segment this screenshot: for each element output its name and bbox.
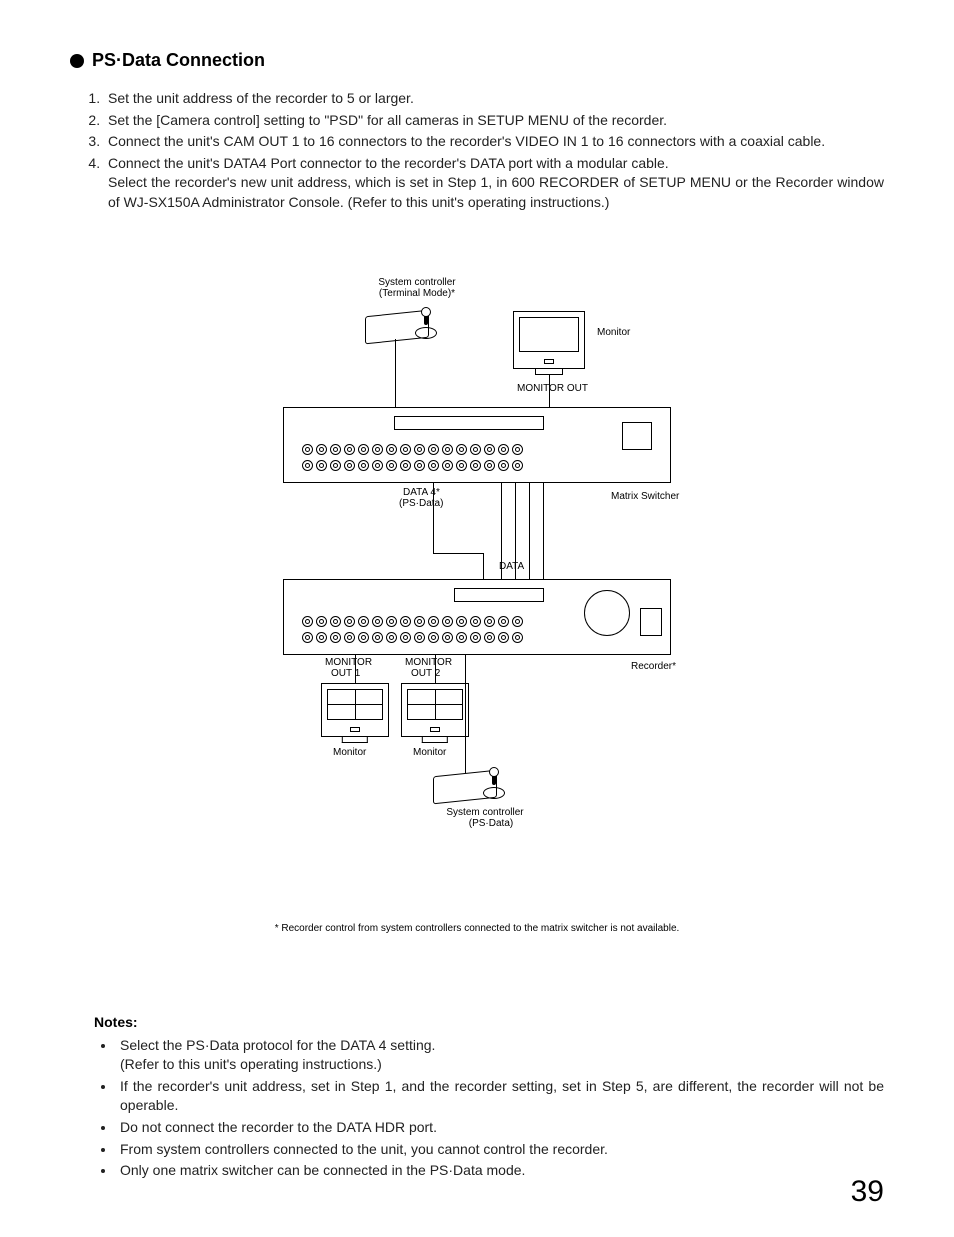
system-controller-icon (433, 773, 497, 801)
wire (543, 483, 544, 579)
note-item: Select the PS·Data protocol for the DATA… (116, 1036, 884, 1075)
label-monitor: Monitor (333, 747, 366, 758)
step-text: Connect the unit's DATA4 Port connector … (108, 154, 884, 213)
recorder-icon (283, 579, 671, 655)
label-monitor-out-2: MONITOR (405, 657, 452, 668)
wire (355, 655, 356, 683)
monitor-icon (513, 311, 585, 369)
page-number: 39 (851, 1175, 884, 1209)
section-heading: PS·Data Connection (70, 50, 884, 71)
label-matrix-switcher: Matrix Switcher (611, 491, 711, 502)
note-item: Do not connect the recorder to the DATA … (116, 1118, 884, 1138)
wire (529, 483, 530, 579)
system-controller-icon (365, 313, 429, 341)
step-text: Set the unit address of the recorder to … (108, 90, 414, 106)
monitor-icon (321, 683, 389, 737)
note-item: From system controllers connected to the… (116, 1140, 884, 1160)
wire (483, 553, 484, 579)
label-psdata: (PS·Data) (441, 818, 541, 829)
step-item: Set the unit address of the recorder to … (104, 89, 884, 109)
notes-heading: Notes: (70, 1014, 884, 1030)
steps-list: Set the unit address of the recorder to … (70, 89, 884, 213)
wire (433, 483, 434, 517)
label-system-controller: System controller (425, 807, 545, 818)
label-psdata: (PS·Data) (399, 498, 443, 509)
label-monitor: Monitor (413, 747, 446, 758)
label-monitor-out-1: MONITOR (325, 657, 372, 668)
step-text: Set the [Camera control] setting to "PSD… (108, 112, 667, 128)
diagram-container: System controller (Terminal Mode)* Monitor… (70, 283, 884, 893)
label-data: DATA (499, 561, 524, 572)
notes-list: Select the PS·Data protocol for the DATA… (70, 1036, 884, 1181)
heading-text: PS·Data Connection (92, 50, 265, 71)
step-text: Connect the unit's CAM OUT 1 to 16 conne… (108, 133, 825, 149)
monitor-icon (401, 683, 469, 737)
label-monitor: Monitor (597, 327, 630, 338)
step-item: Connect the unit's DATA4 Port connector … (104, 154, 884, 213)
note-text: If the recorder's unit address, set in S… (120, 1078, 884, 1114)
note-text: From system controllers connected to the… (120, 1141, 608, 1157)
matrix-switcher-icon (283, 407, 671, 483)
bullet-icon (70, 54, 84, 68)
label-monitor-out: MONITOR OUT (517, 383, 588, 394)
note-item: Only one matrix switcher can be connecte… (116, 1161, 884, 1181)
wire (465, 655, 466, 773)
wire (433, 553, 483, 554)
note-text: Select the PS·Data protocol for the DATA… (120, 1037, 435, 1073)
connection-diagram: System controller (Terminal Mode)* Monitor… (217, 283, 737, 893)
label-data4: DATA 4* (403, 487, 440, 498)
step-item: Set the [Camera control] setting to "PSD… (104, 111, 884, 131)
wire (549, 375, 550, 407)
wire (435, 655, 436, 683)
label-system-controller: System controller (357, 277, 477, 288)
wire (433, 517, 434, 553)
diagram-footnote: * Recorder control from system controlle… (70, 923, 884, 934)
label-terminal-mode: (Terminal Mode)* (357, 288, 477, 299)
label-recorder: Recorder* (631, 661, 711, 672)
wire (395, 339, 396, 407)
step-item: Connect the unit's CAM OUT 1 to 16 conne… (104, 132, 884, 152)
note-text: Do not connect the recorder to the DATA … (120, 1119, 437, 1135)
note-text: Only one matrix switcher can be connecte… (120, 1162, 525, 1178)
note-item: If the recorder's unit address, set in S… (116, 1077, 884, 1116)
